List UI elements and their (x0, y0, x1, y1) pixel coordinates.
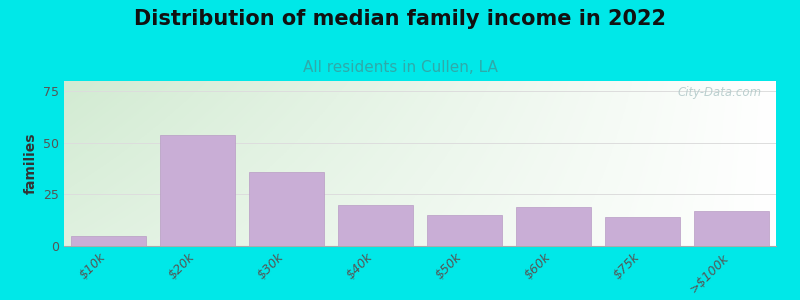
Bar (694, 211, 770, 246)
Bar (426, 215, 502, 246)
Text: City-Data.com: City-Data.com (678, 86, 762, 99)
Text: Distribution of median family income in 2022: Distribution of median family income in … (134, 9, 666, 29)
Y-axis label: families: families (23, 133, 38, 194)
Bar (338, 205, 414, 246)
Bar (516, 207, 591, 246)
Bar (160, 135, 235, 246)
Bar (605, 217, 680, 246)
Bar (70, 236, 146, 246)
Text: All residents in Cullen, LA: All residents in Cullen, LA (302, 60, 498, 75)
Bar (249, 172, 324, 246)
